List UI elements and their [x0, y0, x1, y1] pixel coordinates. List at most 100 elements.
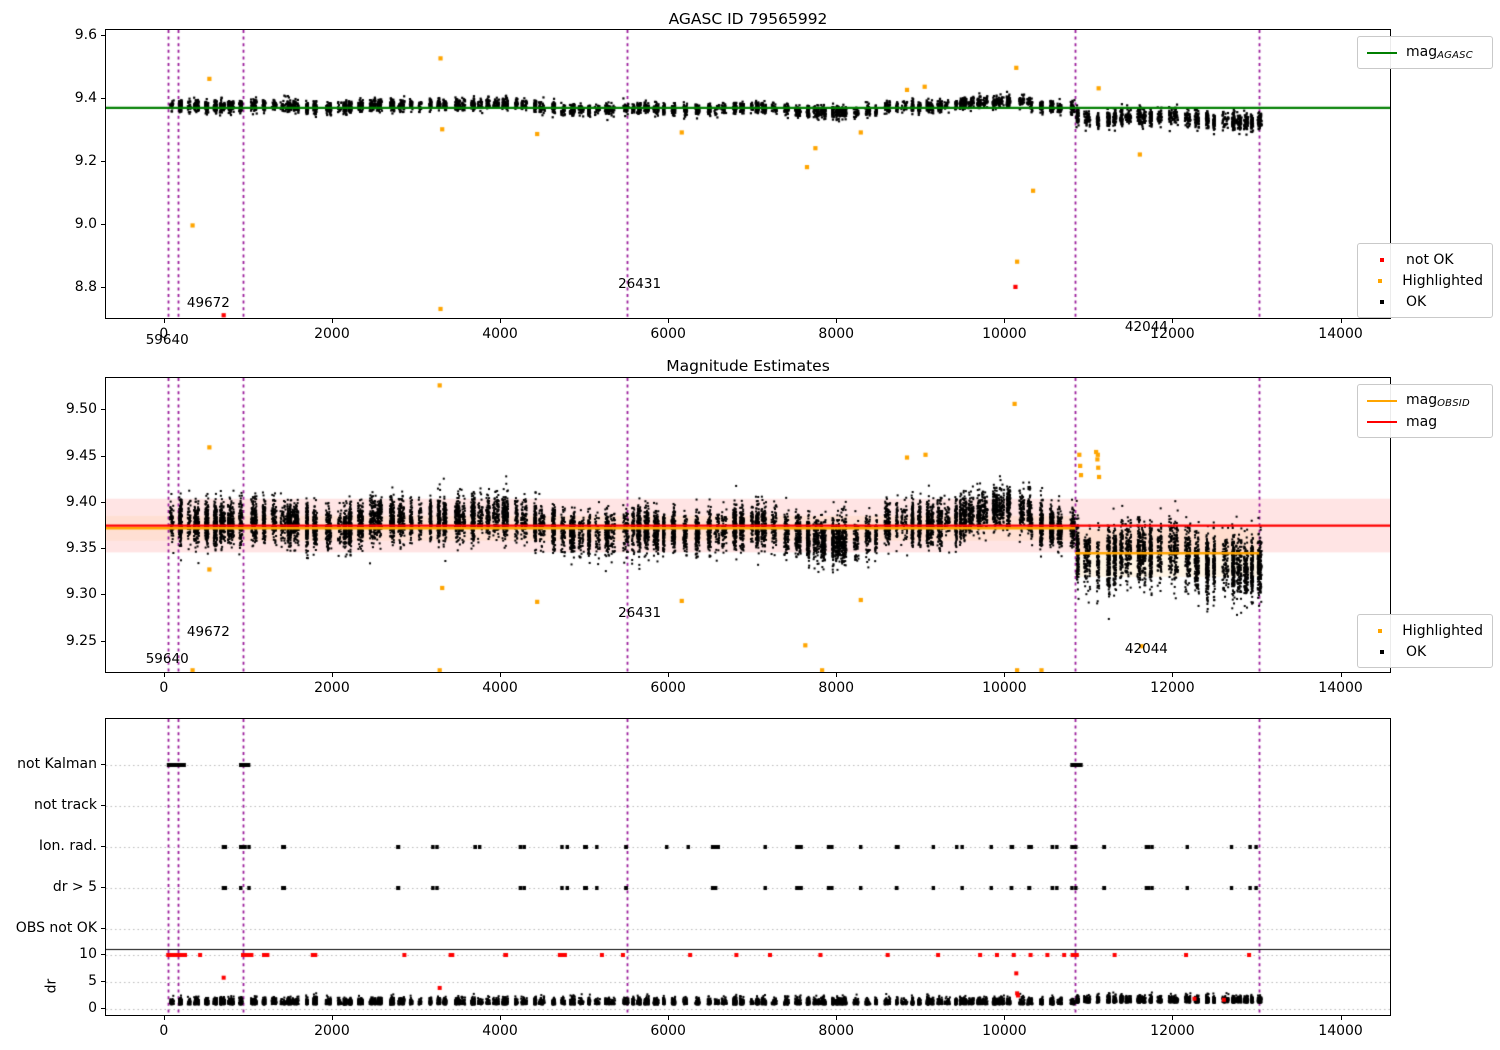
- flags-axes: [105, 718, 1391, 1016]
- x-tick-mark: [1172, 673, 1174, 677]
- obsid-annotation-mid-42044: 42044: [1124, 641, 1168, 657]
- x-tick-mark: [836, 673, 838, 677]
- x-tick-mark: [331, 1016, 333, 1020]
- flag-label-obs-not-ok: OBS not OK: [15, 920, 97, 936]
- x-tick-mark: [1340, 673, 1342, 677]
- black-dot-swatch: [1367, 299, 1397, 304]
- y-tick-mark: [101, 640, 105, 642]
- legend-item-mag-agasc: magAGASC: [1367, 42, 1483, 63]
- legend-label-mag-agasc: magAGASC: [1406, 43, 1473, 62]
- dr-axis-label: dr: [43, 978, 60, 994]
- y-tick-mark: [101, 981, 105, 982]
- legend-item-mag-obsid: magOBSID: [1367, 390, 1483, 411]
- x-tick-label-0: 0: [159, 680, 169, 696]
- y-tick-label-9.6: 9.6: [74, 27, 97, 44]
- x-tick-label-12000: 12000: [1150, 1023, 1195, 1039]
- green-line-swatch: [1367, 51, 1397, 54]
- x-tick-label-10000: 10000: [982, 326, 1027, 342]
- dr-tick-label-5: 5: [88, 973, 97, 989]
- obsid-annotation-26431: 26431: [618, 276, 662, 292]
- x-tick-label-2000: 2000: [314, 1023, 350, 1039]
- x-tick-label-4000: 4000: [482, 680, 518, 696]
- y-tick-label-9.45: 9.45: [65, 447, 97, 464]
- x-tick-mark: [1172, 319, 1174, 323]
- x-tick-label-2000: 2000: [314, 326, 350, 342]
- top-panel-title: AGASC ID 79565992: [668, 10, 828, 28]
- y-tick-mark: [101, 98, 105, 100]
- x-tick-mark: [331, 673, 333, 677]
- x-tick-label-8000: 8000: [818, 326, 855, 342]
- x-tick-label-14000: 14000: [1318, 1023, 1363, 1039]
- dr-tick-label-10: 10: [79, 946, 97, 962]
- x-tick-mark: [500, 319, 502, 323]
- x-tick-label-12000: 12000: [1150, 680, 1195, 696]
- obsid-annotation-59640: 59640: [145, 332, 189, 348]
- legend-item-highlighted-mid: Highlighted: [1367, 620, 1483, 641]
- y-tick-label-8.8: 8.8: [74, 279, 97, 296]
- x-tick-mark: [1340, 1016, 1342, 1020]
- legend-label-not-ok: not OK: [1406, 251, 1454, 268]
- y-tick-mark: [101, 887, 105, 888]
- y-tick-mark: [101, 409, 105, 411]
- x-tick-mark: [331, 319, 333, 323]
- x-tick-mark: [163, 673, 165, 677]
- legend-label-highlighted-mid: Highlighted: [1402, 622, 1483, 639]
- y-tick-label-9.30: 9.30: [65, 586, 97, 603]
- x-tick-label-0: 0: [159, 326, 169, 342]
- orange-dot-swatch: [1367, 628, 1393, 633]
- x-tick-label-0: 0: [159, 1023, 169, 1039]
- x-tick-mark: [668, 1016, 670, 1020]
- legend-label-highlighted: Highlighted: [1402, 272, 1483, 289]
- x-tick-mark: [668, 673, 670, 677]
- x-tick-label-2000: 2000: [314, 680, 350, 696]
- legend-item-mag: mag: [1367, 411, 1483, 432]
- x-tick-mark: [836, 319, 838, 323]
- x-tick-label-14000: 14000: [1318, 326, 1363, 342]
- legend-item-highlighted: Highlighted: [1367, 270, 1483, 291]
- flag-label-ion-rad: Ion. rad.: [38, 838, 97, 854]
- legend-item-not-ok: not OK: [1367, 249, 1483, 270]
- x-tick-label-4000: 4000: [482, 1023, 518, 1039]
- x-tick-label-10000: 10000: [982, 680, 1027, 696]
- y-tick-mark: [101, 455, 105, 457]
- y-tick-mark: [101, 548, 105, 550]
- x-tick-mark: [163, 1016, 165, 1020]
- legend-label-mag-obsid: magOBSID: [1406, 391, 1470, 410]
- y-tick-mark: [101, 764, 105, 765]
- orange-dot-swatch: [1367, 278, 1393, 283]
- y-tick-mark: [101, 161, 105, 163]
- legend-mag-agasc: magAGASC: [1357, 36, 1493, 69]
- flag-label-dr-5: dr > 5: [52, 879, 97, 895]
- middle-panel-title: Magnitude Estimates: [666, 357, 830, 375]
- obsid-annotation-mid-26431: 26431: [618, 605, 662, 621]
- legend-label-ok: OK: [1406, 293, 1427, 310]
- y-tick-mark: [101, 224, 105, 226]
- magnitude-estimates-axes: [105, 377, 1391, 673]
- legend-point-classes-top: not OK Highlighted OK: [1357, 243, 1493, 318]
- x-tick-label-6000: 6000: [650, 326, 686, 342]
- x-tick-label-4000: 4000: [482, 326, 518, 342]
- obsid-annotation-42044: 42044: [1124, 319, 1168, 335]
- x-tick-mark: [500, 1016, 502, 1020]
- black-dot-swatch: [1367, 649, 1397, 654]
- x-tick-mark: [836, 1016, 838, 1020]
- y-tick-mark: [101, 1008, 105, 1009]
- x-tick-label-12000: 12000: [1150, 326, 1195, 342]
- legend-item-ok: OK: [1367, 291, 1483, 312]
- x-tick-label-8000: 8000: [818, 1023, 855, 1039]
- orange-line-swatch: [1367, 399, 1397, 402]
- legend-label-ok-mid: OK: [1406, 643, 1427, 660]
- legend-point-classes-middle: Highlighted OK: [1357, 614, 1493, 668]
- y-tick-mark: [101, 35, 105, 37]
- x-tick-mark: [1004, 1016, 1006, 1020]
- y-tick-mark: [101, 954, 105, 955]
- y-tick-mark: [101, 805, 105, 806]
- x-tick-mark: [1340, 319, 1342, 323]
- x-tick-mark: [668, 319, 670, 323]
- x-tick-label-14000: 14000: [1318, 680, 1363, 696]
- y-tick-mark: [101, 287, 105, 289]
- x-tick-mark: [1172, 1016, 1174, 1020]
- dr-tick-label-0: 0: [88, 1000, 97, 1016]
- legend-label-mag: mag: [1406, 413, 1438, 430]
